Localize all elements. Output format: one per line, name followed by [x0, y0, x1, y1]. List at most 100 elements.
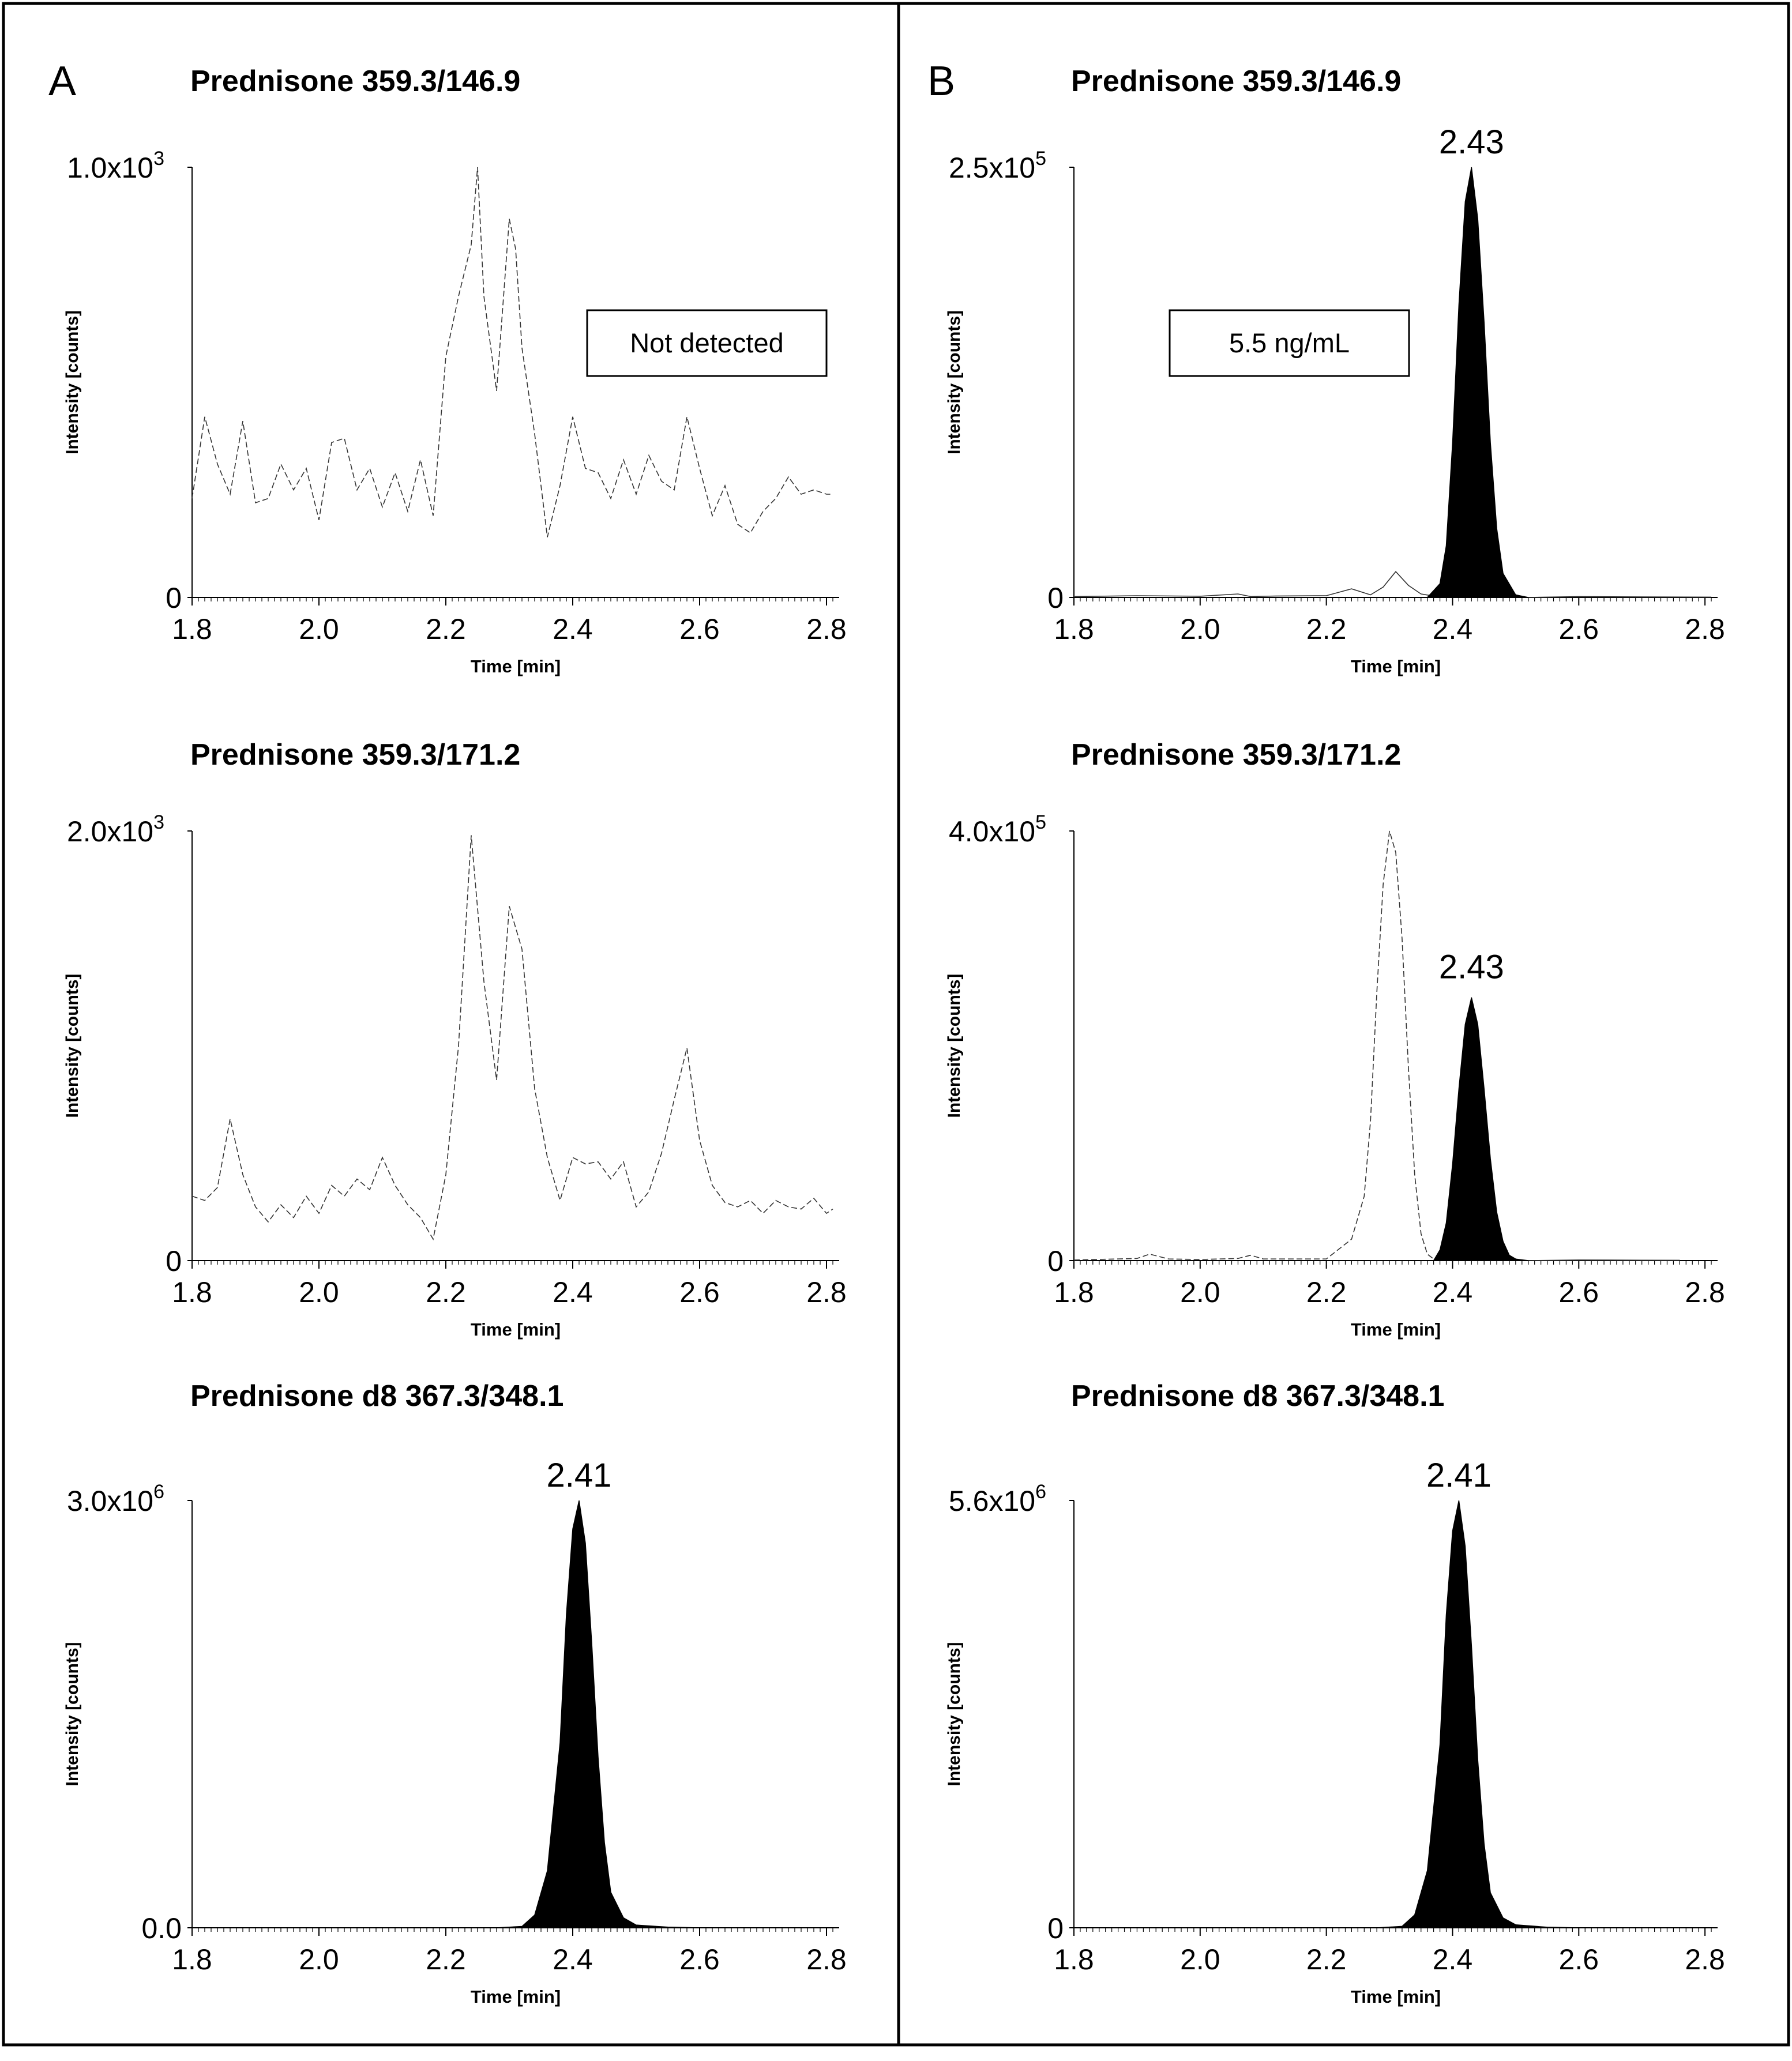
x-tick-label: 2.0 — [299, 1276, 339, 1308]
y-tick-label: 2.0x103 — [67, 811, 164, 848]
y-tick-exponent: 6 — [1035, 1481, 1046, 1503]
y-tick-label: 1.0x103 — [67, 148, 164, 184]
x-tick-label: 2.8 — [806, 1943, 847, 1976]
annotation-box — [1169, 309, 1410, 377]
y-tick-exponent: 6 — [153, 1481, 164, 1503]
x-tick-label: 2.8 — [806, 613, 847, 645]
x-tick-label: 2.4 — [553, 1276, 593, 1308]
chart-5: Prednisone 359.3/171.2 1.8 2.0 2.2 2.4 2.6 2.8… — [945, 738, 1725, 1340]
chart-title: Prednisone 359.3/146.9 — [190, 65, 520, 98]
chart-title: Prednisone 359.3/171.2 — [190, 738, 520, 772]
x-tick-label: 2.0 — [1180, 613, 1220, 645]
x-tick-label: 1.8 — [1054, 1943, 1094, 1976]
x-tick-label: 1.8 — [172, 1943, 212, 1976]
y-tick-label: 0 — [1047, 1245, 1064, 1277]
noise-trace — [191, 835, 833, 1241]
peak-label: 2.43 — [1439, 123, 1504, 161]
y-axis-label: Intensity [counts] — [945, 973, 964, 1118]
peak-label: 2.41 — [547, 1457, 612, 1494]
annotation-box — [586, 309, 828, 377]
annotation-text: 5.5 ng/mL — [1229, 328, 1350, 358]
peak-label: 2.43 — [1439, 948, 1504, 986]
x-axis-label: Time [min] — [1351, 1319, 1441, 1340]
chart-6: Prednisone d8 367.3/348.1 1.8 2.0 2.2 2.4 2.6… — [945, 1379, 1725, 2007]
chart-3: Prednisone d8 367.3/348.1 1.8 2.0 2.2 2.4 2.6… — [63, 1379, 847, 2007]
y-axis-label: Intensity [counts] — [63, 1642, 82, 1786]
x-tick-label: 2.6 — [679, 613, 720, 645]
x-axis-label: Time [min] — [471, 1319, 561, 1340]
x-tick-label: 2.8 — [806, 1276, 847, 1308]
y-tick-label: 0 — [1047, 582, 1064, 614]
chart-1: Prednisone 359.3/146.9 1.8 2.0 2.2 2.4 2.6 2.8… — [63, 65, 847, 676]
y-axis-label: Intensity [counts] — [63, 310, 82, 454]
x-tick-label: 2.4 — [1433, 1276, 1473, 1308]
y-tick-exponent: 5 — [1035, 811, 1046, 833]
panel-label-b: B — [927, 58, 955, 104]
trace-line — [1073, 830, 1434, 1261]
x-tick-label: 2.2 — [426, 613, 466, 645]
x-axis-label: Time [min] — [1351, 656, 1441, 676]
chart-2: Prednisone 359.3/171.2 1.8 2.0 2.2 2.4 2.6 2.8… — [63, 738, 847, 1340]
annotation-text: Not detected — [630, 328, 784, 358]
x-tick-label: 2.0 — [299, 1943, 339, 1976]
x-tick-label: 2.4 — [553, 613, 593, 645]
chart-4: Prednisone 359.3/146.9 1.8 2.0 2.2 2.4 2.6 2.8… — [945, 65, 1725, 676]
x-tick-label: 2.0 — [299, 613, 339, 645]
y-axis-label: Intensity [counts] — [945, 310, 964, 454]
x-tick-label: 2.2 — [426, 1943, 466, 1976]
x-tick-label: 2.8 — [1685, 1276, 1725, 1308]
trace-line — [1073, 570, 1434, 597]
x-axis-label: Time [min] — [1351, 1987, 1441, 2007]
trace-line — [1528, 596, 1712, 598]
x-tick-label: 2.4 — [1433, 1943, 1473, 1976]
x-tick-label: 2.8 — [1685, 613, 1725, 645]
x-tick-label: 1.8 — [1054, 1276, 1094, 1308]
x-tick-label: 2.4 — [1433, 613, 1473, 645]
x-tick-label: 1.8 — [172, 1276, 212, 1308]
x-tick-label: 2.6 — [1559, 1943, 1599, 1976]
x-axis-label: Time [min] — [471, 656, 561, 676]
panel-b-border — [897, 2, 1790, 2047]
y-axis-label: Intensity [counts] — [945, 1642, 964, 1786]
x-tick-label: 2.2 — [1306, 613, 1347, 645]
x-tick-label: 2.0 — [1180, 1276, 1220, 1308]
x-tick-label: 1.8 — [1054, 613, 1094, 645]
y-tick-label: 0 — [166, 582, 182, 614]
y-tick-label: 3.0x106 — [67, 1481, 164, 1517]
chart-title: Prednisone d8 367.3/348.1 — [1071, 1379, 1444, 1413]
x-tick-label: 2.2 — [1306, 1276, 1347, 1308]
x-tick-label: 2.2 — [1306, 1943, 1347, 1976]
chart-title: Prednisone d8 367.3/348.1 — [190, 1379, 563, 1413]
x-tick-label: 2.6 — [1559, 1276, 1599, 1308]
y-tick-label: 0.0 — [141, 1912, 182, 1945]
x-tick-label: 2.6 — [679, 1943, 720, 1976]
y-tick-label: 5.6x106 — [949, 1481, 1046, 1517]
y-tick-label: 2.5x105 — [949, 148, 1046, 184]
x-tick-label: 2.8 — [1685, 1943, 1725, 1976]
y-tick-label: 0 — [166, 1245, 182, 1277]
noise-trace — [191, 167, 833, 537]
peak-area — [1426, 167, 1528, 598]
peak-label: 2.41 — [1426, 1457, 1492, 1494]
x-tick-label: 2.6 — [1559, 613, 1599, 645]
x-tick-label: 1.8 — [172, 613, 212, 645]
y-tick-exponent: 3 — [153, 811, 164, 833]
chart-title: Prednisone 359.3/146.9 — [1071, 65, 1401, 98]
peak-area — [192, 1500, 700, 1928]
chart-title: Prednisone 359.3/171.2 — [1071, 738, 1401, 772]
y-tick-exponent: 3 — [153, 148, 164, 170]
peak-area — [1433, 997, 1528, 1261]
x-axis-label: Time [min] — [471, 1987, 561, 2007]
panel-label-a: A — [48, 58, 76, 104]
y-axis-label: Intensity [counts] — [63, 973, 82, 1118]
y-tick-exponent: 5 — [1035, 148, 1046, 170]
x-tick-label: 2.6 — [679, 1276, 720, 1308]
x-tick-label: 2.0 — [1180, 1943, 1220, 1976]
x-tick-label: 2.2 — [426, 1276, 466, 1308]
trace-line — [1528, 1259, 1680, 1261]
y-tick-label: 4.0x105 — [949, 811, 1046, 848]
peak-area — [1074, 1500, 1579, 1928]
x-tick-label: 2.4 — [553, 1943, 593, 1976]
y-tick-label: 0 — [1047, 1912, 1064, 1945]
